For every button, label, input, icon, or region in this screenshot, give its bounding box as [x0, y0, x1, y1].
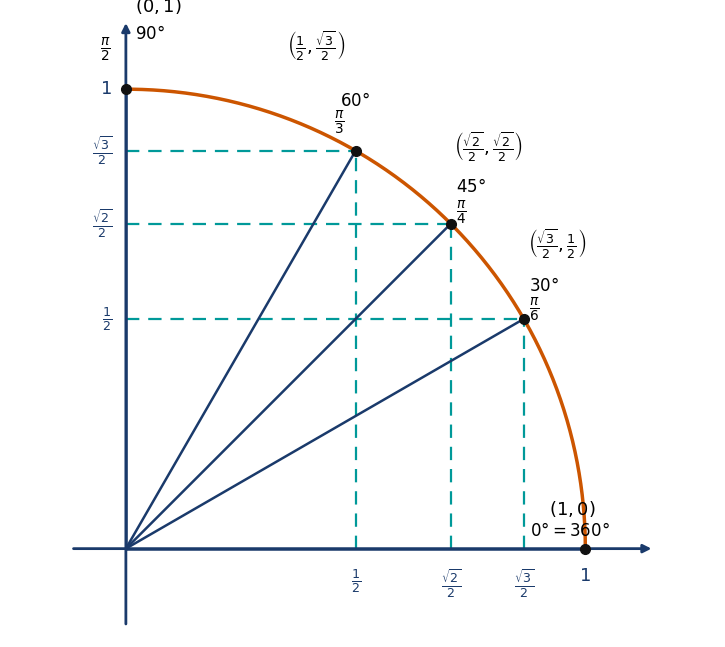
Text: $\frac{1}{2}$: $\frac{1}{2}$ [102, 305, 112, 333]
Text: $\frac{\pi}{4}$: $\frac{\pi}{4}$ [456, 199, 466, 227]
Text: $\frac{1}{2}$: $\frac{1}{2}$ [351, 567, 360, 595]
Text: $\left(\frac{\sqrt{3}}{2},\frac{1}{2}\right)$: $\left(\frac{\sqrt{3}}{2},\frac{1}{2}\ri… [528, 227, 586, 260]
Text: $\frac{\sqrt{3}}{2}$: $\frac{\sqrt{3}}{2}$ [513, 567, 534, 600]
Text: $45°$: $45°$ [456, 178, 486, 196]
Text: $1$: $1$ [100, 80, 112, 98]
Text: $\left(\frac{\sqrt{2}}{2},\frac{\sqrt{2}}{2}\right)$: $\left(\frac{\sqrt{2}}{2},\frac{\sqrt{2}… [455, 129, 523, 162]
Text: $\frac{\pi}{2}$: $\frac{\pi}{2}$ [100, 36, 110, 64]
Text: $\left(\frac{1}{2},\frac{\sqrt{3}}{2}\right)$: $\left(\frac{1}{2},\frac{\sqrt{3}}{2}\ri… [286, 28, 345, 61]
Text: $90°$: $90°$ [135, 25, 165, 43]
Text: $\frac{\sqrt{2}}{2}$: $\frac{\sqrt{2}}{2}$ [91, 207, 112, 240]
Text: $\frac{\sqrt{2}}{2}$: $\frac{\sqrt{2}}{2}$ [441, 567, 461, 600]
Text: $0°=360°$: $0°=360°$ [530, 522, 610, 540]
Text: $(0, 1)$: $(0, 1)$ [135, 0, 182, 16]
Text: $\frac{\pi}{3}$: $\frac{\pi}{3}$ [334, 109, 344, 137]
Text: $\frac{\sqrt{3}}{2}$: $\frac{\sqrt{3}}{2}$ [91, 135, 112, 167]
Text: $\frac{\pi}{6}$: $\frac{\pi}{6}$ [529, 296, 540, 324]
Text: $1$: $1$ [579, 567, 591, 585]
Text: $30°$: $30°$ [529, 276, 559, 294]
Text: $60°$: $60°$ [339, 92, 370, 110]
Text: $(1, 0)$: $(1, 0)$ [549, 499, 595, 519]
